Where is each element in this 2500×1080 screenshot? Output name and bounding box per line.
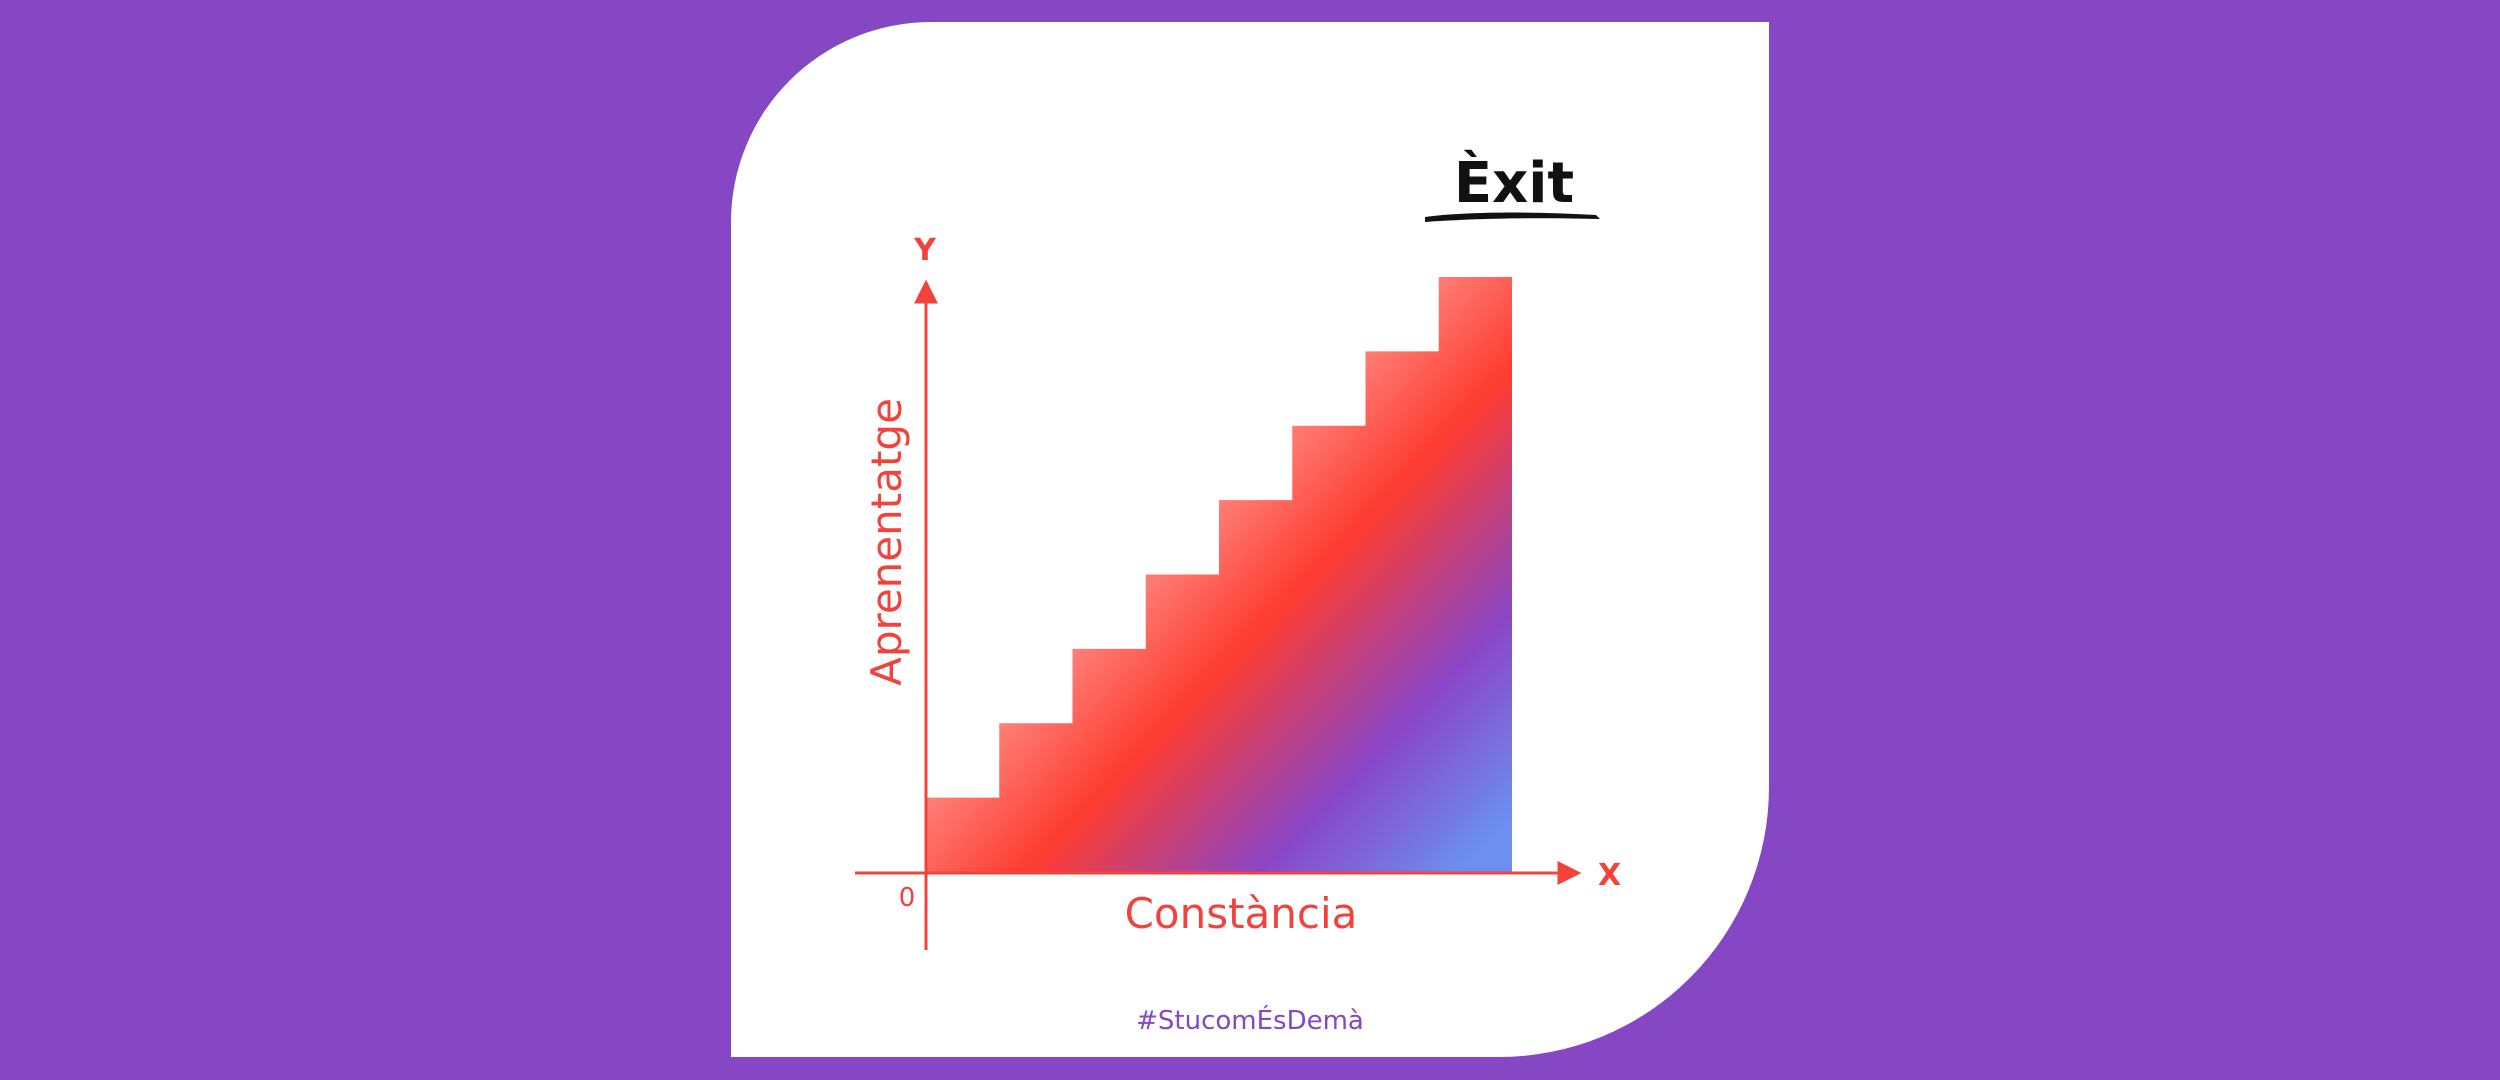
success-diagram: Y X 0 Aprenentatge Constància Èxit [855, 150, 1621, 950]
y-axis-letter: Y [913, 233, 937, 268]
origin-label: 0 [899, 883, 916, 913]
title-brush-underline [1425, 212, 1600, 222]
title-exit: Èxit [1454, 150, 1574, 216]
x-axis-title: Constància [1125, 889, 1358, 938]
staircase-area [926, 277, 1512, 872]
card: Y X 0 Aprenentatge Constància Èxit #Stuc… [731, 22, 1769, 1057]
x-axis-letter: X [1598, 858, 1621, 893]
y-axis-title: Aprenentatge [862, 398, 911, 686]
hashtag-footer: #StucomÉsDemà [1136, 1006, 1364, 1036]
